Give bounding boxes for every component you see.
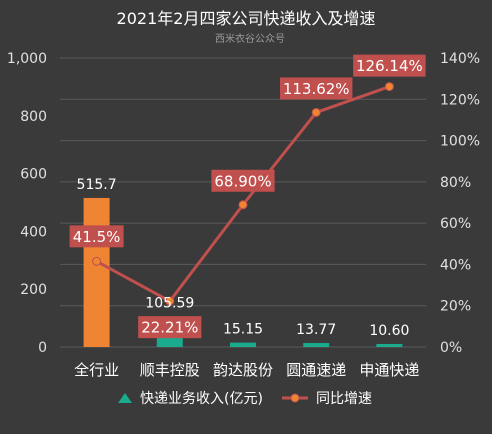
category-axis: 全行业 顺丰控股 韵达股份 圆通速递 申通快递 <box>74 361 419 379</box>
growth-label: 22.21% <box>141 319 198 337</box>
bar-value-label: 105.59 <box>145 295 194 311</box>
category-label: 圆通速递 <box>286 361 346 379</box>
right-axis-tick-label: 80% <box>440 175 471 191</box>
category-label: 全行业 <box>74 361 119 379</box>
growth-label: 41.5% <box>73 228 121 246</box>
growth-line <box>95 85 390 304</box>
right-axis: 0% 20% 40% 60% 80% 100% 120% 140% <box>440 51 480 356</box>
left-axis-tick-label: 1,000 <box>7 51 47 67</box>
legend-line-label: 同比增速 <box>316 391 372 407</box>
bar <box>230 342 256 347</box>
growth-label: 68.90% <box>214 172 271 190</box>
right-axis-tick-label: 40% <box>440 257 471 273</box>
right-axis-tick-label: 20% <box>440 299 471 315</box>
growth-label-box <box>138 316 202 339</box>
growth-point <box>238 200 248 210</box>
category-label: 顺丰控股 <box>140 361 200 379</box>
growth-point <box>92 256 102 266</box>
left-axis-tick-label: 200 <box>20 282 47 298</box>
left-axis-tick-label: 600 <box>20 167 47 183</box>
growth-label-box <box>69 225 124 248</box>
legend: 快递业务收入(亿元) 同比增速 <box>118 391 372 407</box>
growth-label: 126.14% <box>356 57 423 75</box>
growth-label: 113.62% <box>283 80 350 98</box>
left-axis-tick-label: 0 <box>38 340 47 356</box>
right-axis-tick-label: 60% <box>440 216 471 232</box>
legend-bar-label: 快递业务收入(亿元) <box>140 391 263 407</box>
left-axis: 0 200 400 600 800 1,000 <box>7 51 47 356</box>
growth-point <box>165 296 175 306</box>
chart-title: 2021年2月四家公司快递收入及增速 <box>117 9 376 28</box>
growth-point <box>311 107 321 117</box>
growth-label-box <box>353 54 426 77</box>
left-axis-tick-label: 400 <box>20 224 47 240</box>
bar <box>376 343 403 347</box>
line-series <box>92 82 394 306</box>
category-label: 韵达股份 <box>213 361 273 379</box>
growth-label-box <box>280 77 353 100</box>
growth-label-box <box>211 169 275 192</box>
right-axis-tick-label: 100% <box>440 134 480 150</box>
legend-line-point <box>290 393 300 403</box>
chart-subtitle: 西米衣谷公众号 <box>215 32 285 45</box>
bar-value-label: 13.77 <box>296 322 336 338</box>
bar-value-label: 15.15 <box>223 322 263 338</box>
growth-point <box>384 82 394 92</box>
bar <box>303 343 330 347</box>
right-axis-tick-label: 0% <box>440 340 462 356</box>
bar-value-label: 10.60 <box>369 323 409 339</box>
legend-bar-marker <box>118 393 132 403</box>
left-axis-tick-label: 800 <box>20 109 47 125</box>
right-axis-tick-label: 140% <box>440 51 480 67</box>
data-labels: 515.7 105.59 15.15 13.77 10.60 41.5% 22.21% 68.… <box>69 54 426 339</box>
bar <box>83 197 110 347</box>
right-axis-tick-label: 120% <box>440 92 480 108</box>
category-label: 申通快递 <box>359 361 419 379</box>
bar-value-label: 515.7 <box>77 177 117 193</box>
